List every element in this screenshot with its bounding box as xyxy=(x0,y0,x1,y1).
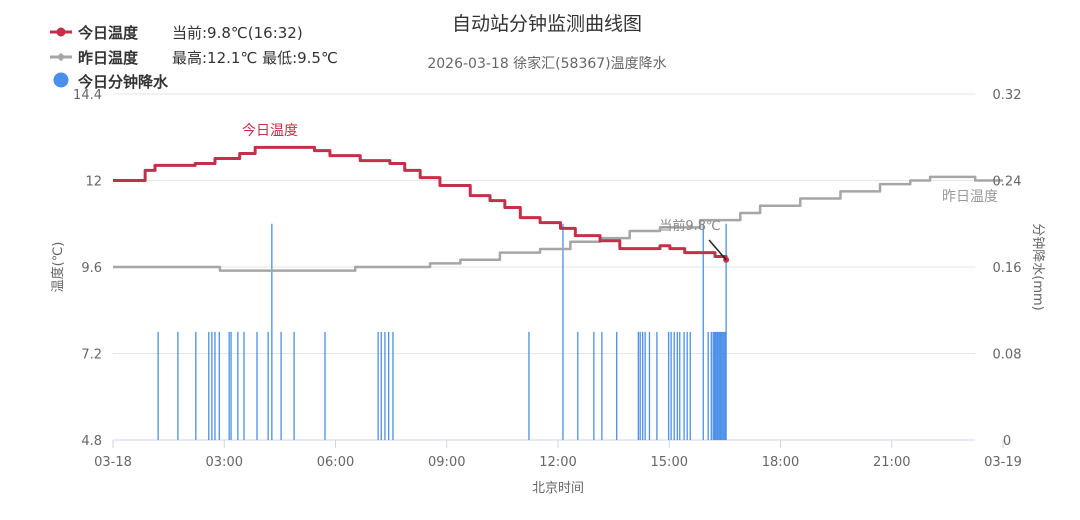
legend-note: 当前:9.8℃(16:32) xyxy=(172,24,303,42)
x-tick-label: 18:00 xyxy=(762,455,799,470)
y-right-tick-label: 0.24 xyxy=(993,175,1022,190)
axes: 4.8 7.2 9.6 12 14.4 0 0.08 0.16 0.24 0.32 03-18 03:… xyxy=(73,88,1022,470)
y-right-tick-label: 0.16 xyxy=(993,261,1022,276)
y-right-tick-label: 0 xyxy=(1003,434,1011,449)
x-axis-title: 北京时间 xyxy=(532,481,584,496)
y-left-tick-label: 14.4 xyxy=(73,88,102,103)
today-temp-line xyxy=(113,145,728,260)
legend-item-yesterday-temp[interactable]: 昨日温度 最高:12.1℃ 最低:9.5℃ xyxy=(50,49,338,67)
legend-circle-icon xyxy=(53,72,69,88)
legend-diamond-icon xyxy=(56,52,66,62)
x-tick-label: 12:00 xyxy=(539,455,576,470)
y-axis-left-title: 温度(℃) xyxy=(50,242,66,293)
y-right-tick-label: 0.32 xyxy=(993,88,1022,103)
x-tick-label: 03:00 xyxy=(206,455,243,470)
y-left-tick-label: 4.8 xyxy=(81,434,102,449)
y-left-tick-label: 7.2 xyxy=(81,348,102,363)
series-label-yesterday: 昨日温度 xyxy=(942,189,998,205)
chart-subtitle: 2026-03-18 徐家汇(58367)温度降水 xyxy=(427,55,666,72)
temp-lines xyxy=(113,145,1003,272)
legend-dot-icon xyxy=(56,27,66,37)
legend-label: 今日温度 xyxy=(77,24,139,42)
legend: 今日温度 当前:9.8℃(16:32) 昨日温度 最高:12.1℃ 最低:9.5… xyxy=(50,24,338,91)
yesterday-temp-line xyxy=(113,175,1003,272)
legend-label: 昨日温度 xyxy=(78,49,139,67)
legend-label: 今日分钟降水 xyxy=(77,73,169,91)
legend-item-today-precip[interactable]: 今日分钟降水 xyxy=(53,72,170,92)
series-label-today: 今日温度 xyxy=(242,123,298,139)
y-axis-right-title: 分钟降水(mm) xyxy=(1030,223,1046,310)
grid xyxy=(113,93,975,441)
x-tick-label: 03-19 xyxy=(984,455,1022,470)
legend-note: 最高:12.1℃ 最低:9.5℃ xyxy=(172,49,338,67)
precip-bars xyxy=(157,223,727,440)
current-annotation: 当前9.8℃ xyxy=(659,218,720,234)
x-tick-label: 03-18 xyxy=(94,455,132,470)
annotation-pointer xyxy=(708,239,727,261)
y-right-tick-label: 0.08 xyxy=(993,348,1022,363)
chart-title: 自动站分钟监测曲线图 xyxy=(452,13,642,35)
x-tick-label: 21:00 xyxy=(873,455,910,470)
legend-item-today-temp[interactable]: 今日温度 当前:9.8℃(16:32) xyxy=(50,24,303,42)
x-tick-label: 06:00 xyxy=(317,455,354,470)
x-tick-label: 15:00 xyxy=(651,455,688,470)
y-left-tick-label: 12 xyxy=(85,175,102,190)
y-left-tick-label: 9.6 xyxy=(81,261,102,276)
x-tick-label: 09:00 xyxy=(428,455,465,470)
